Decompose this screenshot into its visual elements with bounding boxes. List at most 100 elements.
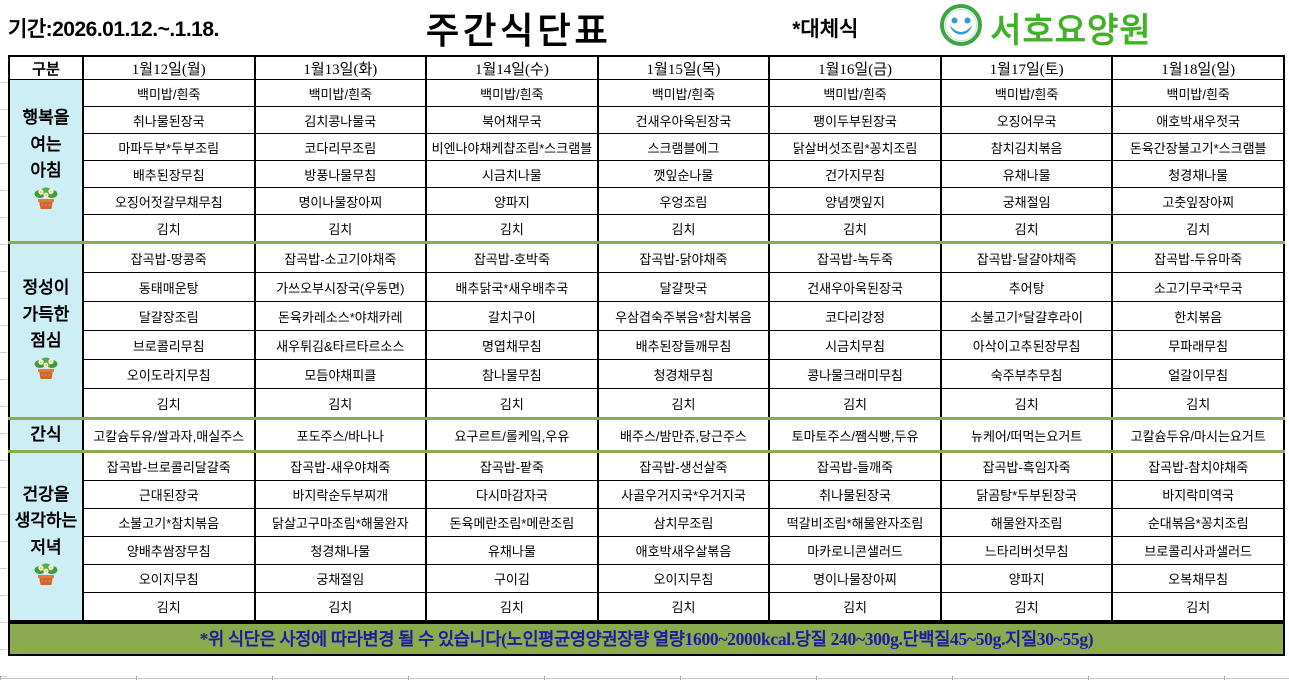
bottom-empty-strip xyxy=(0,656,1289,683)
menu-cell: 돈육카레소스*야채카레 xyxy=(253,301,428,331)
menu-cell: 갈치구이 xyxy=(425,301,599,331)
snack-cell: 포도주스/바나나 xyxy=(253,416,428,453)
menu-cell: 얼갈이무침 xyxy=(1111,359,1285,389)
menu-cell: 청경채나물 xyxy=(253,536,428,566)
menu-cell: 오징어무국 xyxy=(939,106,1114,134)
menu-cell: 건가지무침 xyxy=(768,160,942,188)
menu-cell: 우삼겹숙주볶음*참치볶음 xyxy=(596,301,771,331)
menu-cell: 김치콩나물국 xyxy=(253,106,428,134)
menu-cell: 방풍나물무침 xyxy=(253,160,428,188)
snack-cell: 토마토주스/쨈식빵,두유 xyxy=(768,416,942,453)
day-header: 1월12일(월) xyxy=(81,55,256,80)
menu-cell: 우엉조림 xyxy=(596,187,771,215)
section-label-breakfast: 행복을 여는 아침 xyxy=(8,79,84,243)
menu-cell: 양파지 xyxy=(939,564,1114,594)
section-label-snack: 간식 xyxy=(8,416,84,453)
menu-cell: 백미밥/흰죽 xyxy=(81,79,256,107)
section-label-line: 건강을 xyxy=(22,484,70,504)
menu-cell: 근대된장국 xyxy=(81,480,256,510)
menu-cell: 김치 xyxy=(768,592,942,622)
menu-cell: 숙주부추무침 xyxy=(939,359,1114,389)
lunch-row: 동태매운탕 가쓰오부시장국(우동면) 배추닭국*새우배추국 달걀팟국 건새우아욱된장국 추… xyxy=(9,272,1285,302)
menu-cell: 사골우거지국*우거지국 xyxy=(596,480,771,510)
menu-cell: 오이도라지무침 xyxy=(81,359,256,389)
menu-cell: 김치 xyxy=(939,592,1114,622)
dinner-row: 오이지무침 궁채절임 구이김 오이지무침 명이나물장아찌 양파지 오복채무침 xyxy=(9,564,1285,594)
period-label: 기간:2026.01.12.~.1.18. xyxy=(8,17,219,41)
menu-cell: 참나물무침 xyxy=(425,359,599,389)
menu-cell: 구이김 xyxy=(425,564,599,594)
menu-cell: 닭살버섯조림*꽁치조림 xyxy=(768,133,942,161)
footer-note: *위 식단은 사정에 따라변경 될 수 있습니다(노인평균영양권장량 열량160… xyxy=(8,622,1285,657)
section-label-line: 간식 xyxy=(30,425,62,444)
menu-cell: 참치김치볶음 xyxy=(939,133,1114,161)
flower-pot-icon xyxy=(33,355,59,386)
menu-cell: 김치 xyxy=(425,214,599,243)
menu-cell: 브로콜리무침 xyxy=(81,330,256,360)
breakfast-row: 김치 김치 김치 김치 김치 김치 김치 xyxy=(9,214,1285,243)
day-header: 1월18일(일) xyxy=(1111,55,1285,80)
menu-cell: 배추된장무침 xyxy=(81,160,256,188)
menu-cell: 김치 xyxy=(596,592,771,622)
menu-cell: 청경채나물 xyxy=(1111,160,1285,188)
day-header-row: 구분 1월12일(월) 1월13일(화) 1월14일(수) 1월15일(목) 1월16일… xyxy=(8,55,1285,80)
menu-cell: 백미밥/흰죽 xyxy=(596,79,771,107)
menu-cell: 시금치무침 xyxy=(768,330,942,360)
title-bar: 기간:2026.01.12.~.1.18. 주간식단표 *대체식 서호요양원 xyxy=(8,0,1285,55)
section-label-lunch: 정성이 가득한 점심 xyxy=(8,241,84,419)
day-header: 1월13일(화) xyxy=(253,55,428,80)
menu-cell: 명엽채무침 xyxy=(425,330,599,360)
menu-cell: 유채나물 xyxy=(939,160,1114,188)
dinner-row: 건강을 생각하는 저녁 잡곡밥-브로콜리달걀죽 잡곡밥-새우야채죽 잡곡밥-팥죽 잡곡밥-… xyxy=(8,450,1285,622)
menu-cell: 떡갈비조림*해물완자조림 xyxy=(768,508,942,538)
sheet-gutter xyxy=(0,56,7,677)
menu-cell: 김치 xyxy=(1111,388,1285,419)
menu-cell: 양념깻잎지 xyxy=(768,187,942,215)
menu-cell: 김치 xyxy=(596,388,771,419)
menu-cell: 추어탕 xyxy=(939,272,1114,302)
lunch-row: 김치 김치 김치 김치 김치 김치 김치 xyxy=(9,388,1285,419)
menu-cell: 배추닭국*새우배추국 xyxy=(425,272,599,302)
menu-cell: 고춧잎장아찌 xyxy=(1111,187,1285,215)
menu-cell: 코다리무조림 xyxy=(253,133,428,161)
menu-cell: 김치 xyxy=(253,592,428,622)
menu-cell: 잡곡밥-땅콩죽 xyxy=(81,241,256,273)
menu-cell: 김치 xyxy=(939,388,1114,419)
menu-cell: 바지락미역국 xyxy=(1111,480,1285,510)
snack-cell: 고칼슘두유/마시는요거트 xyxy=(1111,416,1285,453)
menu-cell: 김치 xyxy=(253,214,428,243)
menu-cell: 느타리버섯무침 xyxy=(939,536,1114,566)
menu-cell: 양파지 xyxy=(425,187,599,215)
snack-cell: 고칼슘두유/쌀과자,매실주스 xyxy=(81,416,256,453)
lunch-row: 오이도라지무침 모듬야채피클 참나물무침 청경채무침 콩나물크래미무침 숙주부추무침 얼갈이… xyxy=(9,359,1285,389)
menu-cell: 잡곡밥-닭야채죽 xyxy=(596,241,771,273)
menu-cell: 김치 xyxy=(81,214,256,243)
menu-cell: 건새우아욱된장국 xyxy=(596,106,771,134)
menu-cell: 김치 xyxy=(939,214,1114,243)
grid-line xyxy=(0,678,1289,680)
menu-cell: 오이지무침 xyxy=(81,564,256,594)
menu-cell: 오징어젓갈무채무침 xyxy=(81,187,256,215)
menu-cell: 잡곡밥-들깨죽 xyxy=(768,450,942,482)
menu-cell: 스크램블에그 xyxy=(596,133,771,161)
menu-cell: 명이나물장아찌 xyxy=(768,564,942,594)
snack-cell: 요구르트/롤케잌,우유 xyxy=(425,416,599,453)
section-label-dinner: 건강을 생각하는 저녁 xyxy=(8,450,84,622)
section-label-line: 여는 xyxy=(30,134,62,154)
snack-row: 간식 고칼슘두유/쌀과자,매실주스 포도주스/바나나 요구르트/롤케잌,우유 배주스/밤… xyxy=(8,416,1285,453)
menu-cell: 시금치나물 xyxy=(425,160,599,188)
menu-cell: 무파래무침 xyxy=(1111,330,1285,360)
dinner-row: 양배추쌈장무침 청경채나물 유채나물 애호박새우살볶음 마카로니콘샐러드 느타리버섯무침 브… xyxy=(9,536,1285,566)
menu-cell: 김치 xyxy=(81,592,256,622)
menu-cell: 잡곡밥-호박죽 xyxy=(425,241,599,273)
menu-cell: 잡곡밥-생선살죽 xyxy=(596,450,771,482)
menu-cell: 깻잎순나물 xyxy=(596,160,771,188)
menu-cell: 잡곡밥-참치야채죽 xyxy=(1111,450,1285,482)
corner-header: 구분 xyxy=(8,55,84,80)
menu-cell: 동태매운탕 xyxy=(81,272,256,302)
menu-cell: 청경채무침 xyxy=(596,359,771,389)
menu-cell: 마카로니콘샐러드 xyxy=(768,536,942,566)
menu-cell: 아삭이고추된장무침 xyxy=(939,330,1114,360)
menu-cell: 애호박새우젓국 xyxy=(1111,106,1285,134)
menu-cell: 브로콜리사과샐러드 xyxy=(1111,536,1285,566)
